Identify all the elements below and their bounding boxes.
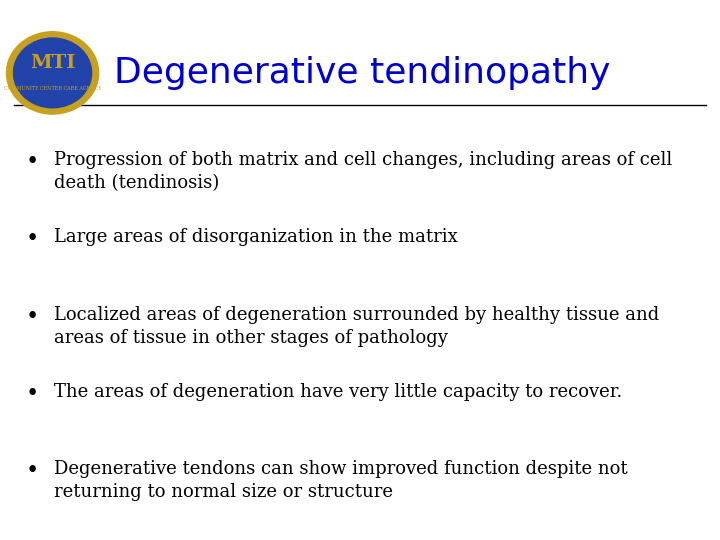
- Text: •: •: [26, 306, 39, 328]
- Text: Degenerative tendinopathy: Degenerative tendinopathy: [114, 56, 611, 90]
- Text: COMMUNITY CENTER CARE AGENCY: COMMUNITY CENTER CARE AGENCY: [4, 85, 102, 91]
- Text: •: •: [26, 460, 39, 482]
- Ellipse shape: [6, 31, 99, 115]
- Text: Large areas of disorganization in the matrix: Large areas of disorganization in the ma…: [54, 228, 458, 246]
- Text: MTI: MTI: [30, 54, 76, 72]
- Text: •: •: [26, 151, 39, 173]
- Text: Localized areas of degeneration surrounded by healthy tissue and
areas of tissue: Localized areas of degeneration surround…: [54, 306, 660, 347]
- Text: Degenerative tendons can show improved function despite not
returning to normal : Degenerative tendons can show improved f…: [54, 460, 628, 501]
- Text: Progression of both matrix and cell changes, including areas of cell
death (tend: Progression of both matrix and cell chan…: [54, 151, 672, 192]
- Text: •: •: [26, 383, 39, 405]
- Text: •: •: [26, 228, 39, 251]
- Ellipse shape: [13, 37, 92, 109]
- Text: The areas of degeneration have very little capacity to recover.: The areas of degeneration have very litt…: [54, 383, 622, 401]
